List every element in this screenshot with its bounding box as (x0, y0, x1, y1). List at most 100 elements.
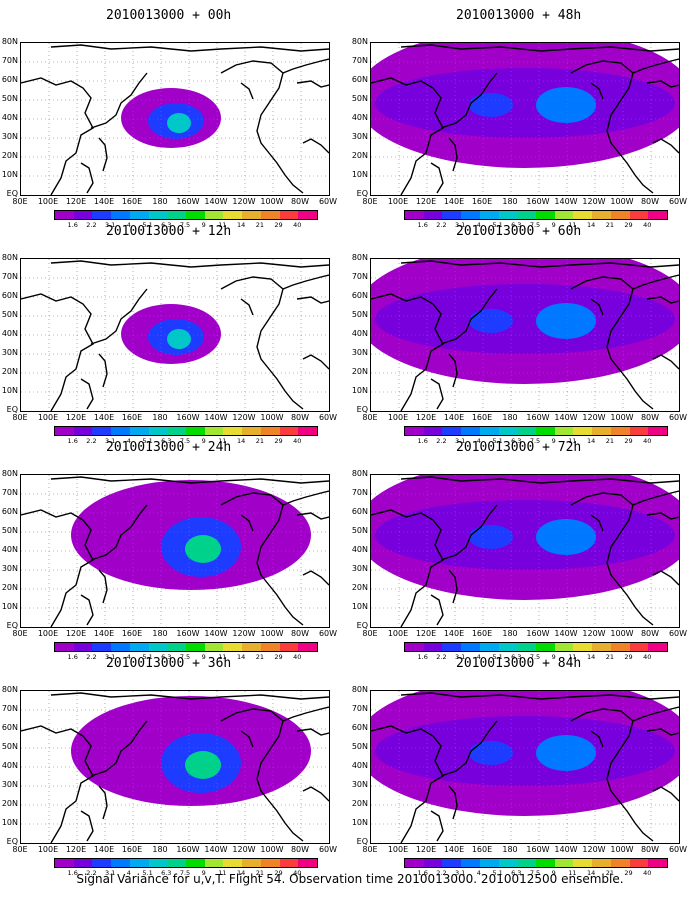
lon-label: 140W (554, 197, 578, 206)
variance-contour (469, 525, 513, 549)
lon-label: 140W (554, 413, 578, 422)
colorbar-label: 40 (293, 869, 302, 877)
coastline (652, 354, 679, 370)
lat-label: 80N (351, 253, 368, 262)
colorbar-label: 14 (237, 653, 246, 661)
lon-label: 80W (290, 197, 310, 206)
colorbar-swatch (442, 427, 462, 435)
lon-label: 80E (12, 413, 28, 422)
colorbar-label: 1.6 (417, 869, 428, 877)
coastline (80, 810, 94, 842)
colorbar-label: 11 (568, 221, 577, 229)
panel-title: 2010013000 + 36h (106, 656, 232, 671)
coastline (646, 296, 679, 304)
lat-label: EQ (356, 405, 368, 414)
colorbar-swatch (573, 643, 593, 651)
coastline (371, 293, 444, 411)
colorbar-swatch (55, 427, 74, 435)
lon-label: 140W (554, 845, 578, 854)
coastline (430, 162, 444, 194)
coastline (282, 58, 329, 74)
colorbar-swatch (73, 643, 93, 651)
colorbar-label: 14 (587, 437, 596, 445)
map-frame (20, 690, 330, 844)
lon-label: 140E (443, 197, 465, 206)
coastline (652, 786, 679, 802)
colorbar-label: 2.2 (436, 869, 447, 877)
colorbar-swatch (405, 643, 424, 651)
colorbar-label: 11 (218, 221, 227, 229)
variance-contour (469, 93, 513, 117)
coastline (302, 138, 329, 154)
colorbar-label: 40 (643, 437, 652, 445)
colorbar-swatch (629, 427, 649, 435)
lat-label: 60N (351, 291, 368, 300)
lat-label: 60N (1, 75, 18, 84)
variance-contour (469, 309, 513, 333)
colorbar-label: 29 (274, 869, 283, 877)
lat-label: 20N (1, 367, 18, 376)
lon-label: 180 (502, 197, 518, 206)
variance-contour (375, 716, 675, 786)
colorbar-swatch (223, 859, 243, 867)
coastline (282, 490, 329, 506)
lon-label: 100E (37, 845, 59, 854)
variance-map (21, 691, 329, 843)
colorbar-swatch (498, 643, 518, 651)
lat-label: 80N (1, 37, 18, 46)
lon-label: 80W (290, 845, 310, 854)
lat-label: 40N (1, 761, 18, 770)
coastline (400, 44, 679, 52)
lat-label: 30N (1, 780, 18, 789)
lon-label: 120W (232, 629, 256, 638)
variance-map (371, 259, 679, 411)
colorbar-label: 40 (293, 653, 302, 661)
colorbar-label: 4 (126, 869, 131, 877)
lon-label: 80E (362, 413, 378, 422)
coastline (570, 492, 654, 626)
lat-label: 20N (351, 799, 368, 808)
colorbar-label: 11 (218, 653, 227, 661)
coastline (220, 708, 304, 842)
lat-label: 70N (1, 272, 18, 281)
lat-label: 60N (1, 291, 18, 300)
colorbar-swatch (536, 643, 555, 651)
colorbar-swatch (260, 643, 280, 651)
colorbar-swatch (73, 859, 93, 867)
colorbar-label: 2.2 (86, 437, 97, 445)
colorbar-swatch (260, 859, 280, 867)
colorbar-swatch (55, 859, 74, 867)
colorbar-label: 5.1 (492, 437, 503, 445)
colorbar-label: 14 (587, 869, 596, 877)
lon-label: 160E (471, 197, 493, 206)
colorbar-label: 3.1 (104, 437, 116, 445)
colorbar-swatch (92, 643, 112, 651)
colorbar-swatch (186, 643, 205, 651)
lon-label: 120W (582, 629, 606, 638)
lat-label: 70N (1, 56, 18, 65)
coastline (98, 353, 108, 388)
map-frame (20, 258, 330, 412)
colorbar-swatch (223, 427, 243, 435)
colorbar-swatch (648, 211, 668, 219)
colorbar-swatch (554, 427, 574, 435)
coastline (220, 276, 304, 410)
lon-label: 60W (668, 845, 688, 854)
lat-label: 30N (351, 348, 368, 357)
colorbar-label: 21 (255, 437, 264, 445)
colorbar-label: 3.1 (454, 437, 466, 445)
coastline (632, 274, 679, 290)
lat-label: 30N (1, 132, 18, 141)
colorbar-label: 21 (605, 653, 614, 661)
coastline (652, 570, 679, 586)
coastline (21, 725, 94, 843)
lat-label: 80N (1, 685, 18, 694)
colorbar-label: 29 (274, 221, 283, 229)
colorbar-label: 3.1 (104, 221, 116, 229)
coastline (240, 82, 254, 100)
lat-label: 50N (1, 94, 18, 103)
colorbar-label: 2.2 (436, 221, 447, 229)
colorbar-swatch (573, 859, 593, 867)
coastline (296, 512, 329, 520)
colorbar-label: 4 (126, 437, 131, 445)
